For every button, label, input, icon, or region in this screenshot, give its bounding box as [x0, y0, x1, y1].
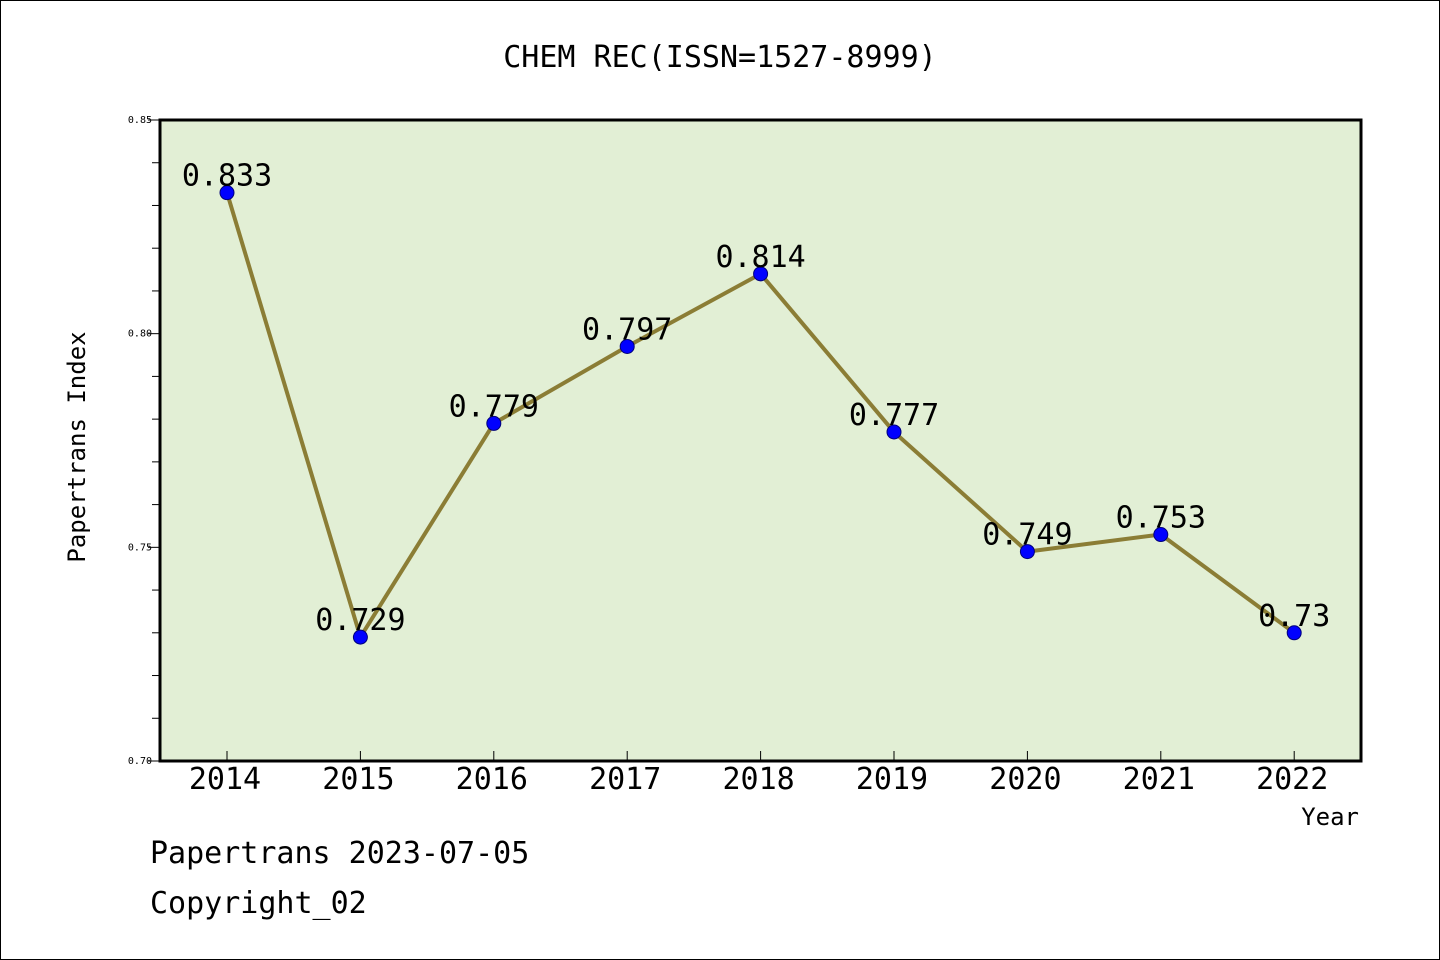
data-point	[486, 415, 502, 431]
data-point	[753, 266, 769, 282]
data-point	[1153, 527, 1169, 543]
data-point	[219, 185, 235, 201]
plot-area	[158, 118, 1363, 763]
x-tick-label: 2021	[1123, 762, 1195, 797]
y-tick-label: 0.80	[128, 329, 152, 340]
data-label: 0.753	[1116, 501, 1206, 536]
x-axis-title: Year	[1301, 803, 1359, 831]
data-point	[352, 629, 368, 645]
footer-date: Papertrans 2023-07-05	[150, 836, 529, 871]
x-tick-label: 2016	[456, 762, 528, 797]
data-points	[219, 185, 1302, 645]
data-label: 0.797	[582, 312, 672, 347]
y-tick-label: 0.75	[128, 542, 152, 553]
y-tick-label: 0.85	[128, 115, 152, 126]
data-point	[1019, 544, 1035, 560]
data-label: 0.833	[182, 159, 272, 194]
x-tick-label: 2017	[589, 762, 661, 797]
data-point	[886, 424, 902, 440]
footer-copyright: Copyright_02	[150, 886, 367, 921]
y-tick-label: 0.70	[128, 756, 152, 767]
x-tick-label: 2014	[189, 762, 261, 797]
data-label: 0.73	[1258, 599, 1330, 634]
x-tick-label: 2019	[856, 762, 928, 797]
x-tick-label: 2018	[722, 762, 794, 797]
data-labels: 0.833 0.729 0.779 0.797 0.814 0.777 0.749 0.753…	[182, 159, 1330, 638]
data-point	[619, 338, 635, 354]
x-tick-label: 2020	[989, 762, 1061, 797]
x-axis: 2014 2015 2016 2017 2018 2019 2020 2021 2022	[189, 751, 1328, 797]
data-label: 0.729	[315, 603, 405, 638]
chart-title: CHEM REC(ISSN=1527-8999)	[503, 40, 936, 75]
y-axis: 0.70 0.75 0.80 0.85	[128, 115, 161, 767]
y-axis-title: Papertrans Index	[63, 331, 91, 562]
x-tick-label: 2015	[322, 762, 394, 797]
data-label: 0.779	[449, 389, 539, 424]
data-point	[1286, 625, 1302, 641]
data-label: 0.777	[849, 398, 939, 433]
data-label: 0.749	[982, 518, 1072, 553]
x-tick-label: 2022	[1256, 762, 1328, 797]
data-label: 0.814	[715, 240, 805, 275]
